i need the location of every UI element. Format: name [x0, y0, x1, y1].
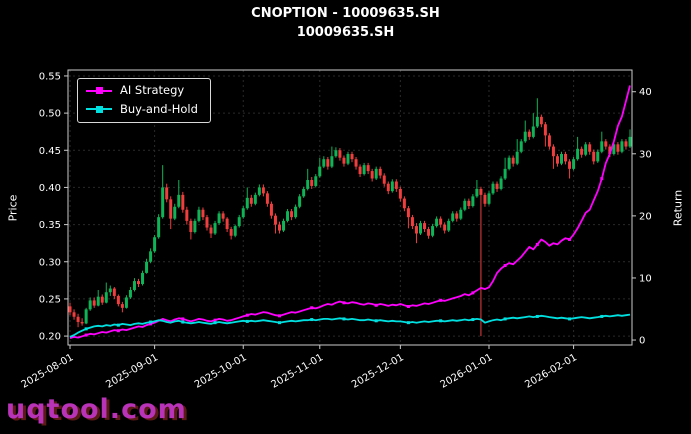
marker-sample: [95, 105, 103, 113]
svg-text:2026-02-01: 2026-02-01: [523, 352, 579, 391]
svg-text:0.30: 0.30: [39, 257, 61, 268]
svg-text:0.25: 0.25: [39, 294, 61, 305]
ai-strategy-line-swatch: [86, 86, 112, 95]
svg-text:0: 0: [639, 336, 645, 347]
svg-text:40: 40: [639, 87, 652, 98]
svg-text:2025-12-01: 2025-12-01: [350, 352, 406, 391]
svg-text:0.35: 0.35: [39, 220, 61, 231]
buy-and-hold-line-swatch: [86, 105, 112, 114]
legend: AI Strategy Buy-and-Hold: [77, 78, 211, 123]
marker-sample: [95, 87, 103, 95]
svg-text:30: 30: [639, 149, 652, 160]
svg-text:0.50: 0.50: [39, 109, 61, 120]
legend-label-ai-strategy: AI Strategy: [120, 83, 185, 97]
svg-text:10: 10: [639, 273, 652, 284]
legend-label-buy-and-hold: Buy-and-Hold: [120, 101, 198, 116]
price-axis-label: Price: [6, 194, 20, 222]
svg-text:2025-09-01: 2025-09-01: [104, 352, 160, 391]
svg-text:2025-11-01: 2025-11-01: [269, 352, 325, 391]
svg-text:2026-01-01: 2026-01-01: [439, 352, 495, 391]
svg-text:0.55: 0.55: [39, 71, 61, 82]
svg-text:2025-10-01: 2025-10-01: [193, 352, 249, 391]
chart-subtitle: 10009635.SH: [296, 25, 395, 40]
legend-item-ai-strategy: AI Strategy: [86, 83, 198, 97]
svg-text:0.45: 0.45: [39, 146, 61, 157]
svg-text:0.20: 0.20: [39, 332, 61, 343]
svg-text:0.40: 0.40: [39, 183, 61, 194]
svg-text:20: 20: [639, 211, 652, 222]
chart-title: CNOPTION - 10009635.SH: [251, 6, 440, 21]
svg-text:2025-08-01: 2025-08-01: [20, 352, 76, 391]
return-axis-label: Return: [671, 189, 685, 227]
legend-item-buy-and-hold: Buy-and-Hold: [86, 101, 198, 116]
watermark: uqtool.com: [6, 394, 187, 425]
